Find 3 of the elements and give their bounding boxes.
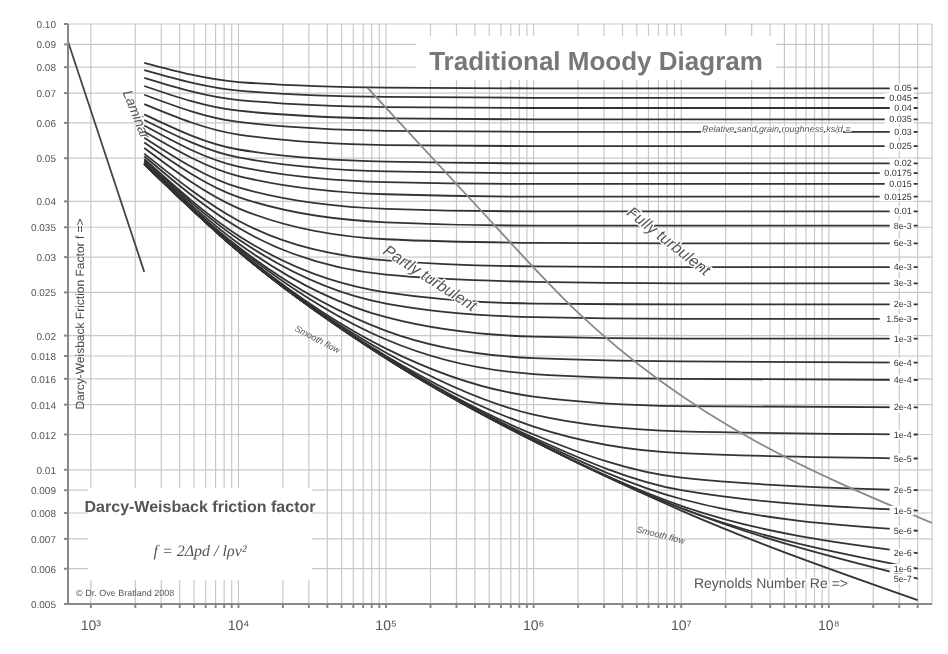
- text: Traditional Moody Diagram: [429, 46, 763, 76]
- annotation: f = 2Δpd / lρv²: [153, 542, 248, 560]
- annotation: Darcy-Weisback friction factor: [84, 498, 316, 516]
